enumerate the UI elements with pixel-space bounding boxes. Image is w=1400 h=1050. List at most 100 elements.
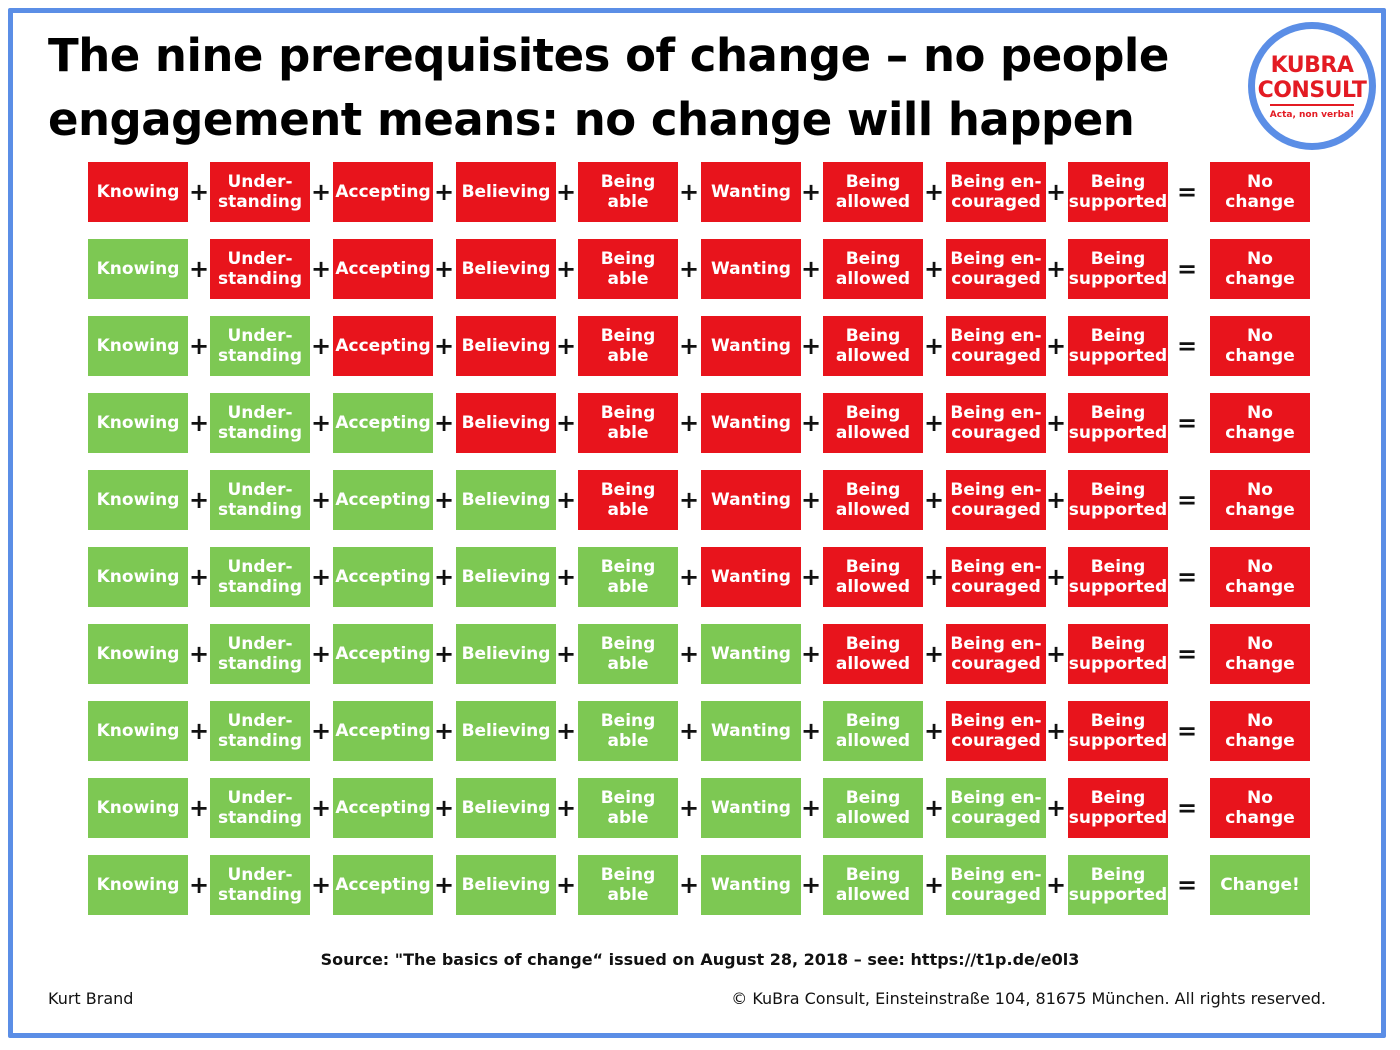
prerequisite-cell: Being allowed [823,855,923,915]
plus-sign: + [433,178,455,206]
plus-sign: + [678,640,700,668]
plus-sign: + [433,255,455,283]
plus-sign: + [310,640,332,668]
prerequisite-cell: Under- standing [210,393,310,453]
result-change: Change! [1210,855,1310,915]
plus-sign: + [923,871,945,899]
prerequisite-cell: Being allowed [823,701,923,761]
prerequisite-cell: Being allowed [823,547,923,607]
prerequisite-cell: Being supported [1068,624,1168,684]
result-no-change: No change [1210,778,1310,838]
prerequisite-cell: Being able [578,624,678,684]
logo-line-2: CONSULT [1257,77,1367,103]
prerequisite-cell: Believing [456,239,556,299]
prerequisite-cell: Being allowed [823,778,923,838]
plus-sign: + [555,563,577,591]
plus-sign: + [310,486,332,514]
logo-inner: KUBRA CONSULT Acta, non verba! [1255,29,1369,143]
plus-sign: + [1045,486,1067,514]
source-note: Source: "The basics of change“ issued on… [320,950,1080,969]
prerequisite-cell: Being supported [1068,470,1168,530]
plus-sign: + [433,332,455,360]
plus-sign: + [1045,332,1067,360]
plus-sign: + [678,255,700,283]
kubra-consult-logo: KUBRA CONSULT Acta, non verba! [1248,22,1376,150]
prerequisite-cell: Being en- couraged [946,624,1046,684]
row-7: Knowing + Under- standing + Accepting + Believ… [0,624,1400,684]
prerequisite-cell: Accepting [333,393,433,453]
plus-sign: + [923,794,945,822]
prerequisite-cell: Wanting [701,547,801,607]
equals-sign: = [1176,409,1198,437]
prerequisite-cell: Being supported [1068,239,1168,299]
prerequisite-cell: Knowing [88,162,188,222]
prerequisite-cell: Under- standing [210,624,310,684]
prerequisite-cell: Wanting [701,393,801,453]
prerequisite-cell: Under- standing [210,701,310,761]
prerequisite-cell: Believing [456,393,556,453]
prerequisite-cell: Being supported [1068,855,1168,915]
plus-sign: + [678,717,700,745]
prerequisite-cell: Being en- couraged [946,393,1046,453]
equals-sign: = [1176,794,1198,822]
row-10: Knowing + Under- standing + Accepting + Believ… [0,855,1400,915]
page-title: The nine prerequisites of change – no pe… [48,29,1169,146]
prerequisite-cell: Being allowed [823,624,923,684]
plus-sign: + [1045,794,1067,822]
prerequisite-cell: Being allowed [823,470,923,530]
prerequisite-cell: Knowing [88,624,188,684]
logo-rule [1270,103,1354,106]
prerequisite-cell: Being en- couraged [946,855,1046,915]
plus-sign: + [433,717,455,745]
plus-sign: + [310,332,332,360]
prerequisite-cell: Accepting [333,778,433,838]
plus-sign: + [188,794,210,822]
equals-sign: = [1176,332,1198,360]
plus-sign: + [555,178,577,206]
prerequisite-cell: Wanting [701,162,801,222]
plus-sign: + [188,871,210,899]
prerequisite-cell: Believing [456,316,556,376]
plus-sign: + [555,486,577,514]
plus-sign: + [310,871,332,899]
prerequisite-cell: Knowing [88,316,188,376]
prerequisite-cell: Accepting [333,547,433,607]
prerequisite-cell: Believing [456,162,556,222]
logo-motto: Acta, non verba! [1269,109,1355,120]
prerequisite-cell: Believing [456,701,556,761]
prerequisite-cell: Being allowed [823,316,923,376]
prerequisite-cell: Knowing [88,393,188,453]
prerequisite-cell: Wanting [701,624,801,684]
prerequisite-cell: Believing [456,547,556,607]
plus-sign: + [678,332,700,360]
plus-sign: + [1045,409,1067,437]
plus-sign: + [678,409,700,437]
plus-sign: + [310,717,332,745]
prerequisite-cell: Being supported [1068,547,1168,607]
plus-sign: + [188,409,210,437]
plus-sign: + [1045,640,1067,668]
plus-sign: + [923,640,945,668]
plus-sign: + [433,640,455,668]
prerequisite-cell: Under- standing [210,778,310,838]
row-9: Knowing + Under- standing + Accepting + Believ… [0,778,1400,838]
prerequisite-cell: Being able [578,547,678,607]
prerequisite-cell: Under- standing [210,162,310,222]
result-no-change: No change [1210,547,1310,607]
plus-sign: + [433,871,455,899]
prerequisite-cell: Being supported [1068,162,1168,222]
logo-line-1: KUBRA [1270,52,1354,78]
plus-sign: + [188,640,210,668]
prerequisite-cell: Accepting [333,701,433,761]
plus-sign: + [923,563,945,591]
equals-sign: = [1176,717,1198,745]
plus-sign: + [555,640,577,668]
prerequisite-cell: Being allowed [823,162,923,222]
prerequisite-cell: Being able [578,316,678,376]
row-1: Knowing + Under- standing + Accepting + Believ… [0,162,1400,222]
plus-sign: + [800,332,822,360]
prerequisite-cell: Under- standing [210,239,310,299]
plus-sign: + [923,178,945,206]
prerequisite-cell: Being en- couraged [946,778,1046,838]
plus-sign: + [188,486,210,514]
